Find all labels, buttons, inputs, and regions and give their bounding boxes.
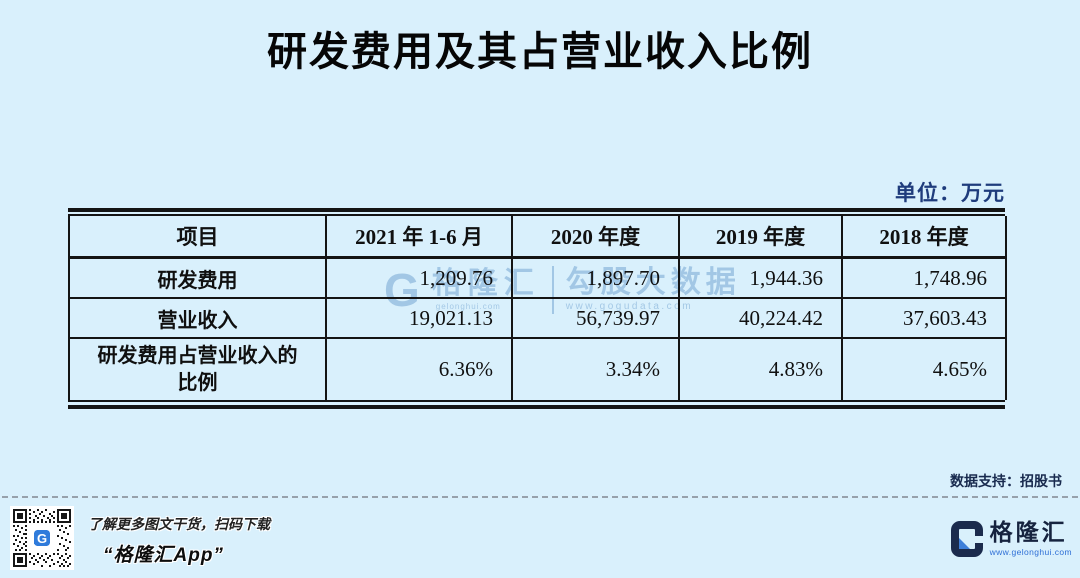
table-row-ratio: 研发费用占营业收入的比例 6.36% 3.34% 4.83% 4.65% (69, 338, 1007, 400)
footer-brand-url: www.gelonghui.com (989, 547, 1072, 557)
row-label: 营业收入 (69, 298, 327, 339)
col-header-2020: 2020 年度 (512, 216, 680, 259)
cell-value: 37,603.43 (842, 298, 1007, 339)
row-label-text: 研发费用占营业收入的比例 (97, 344, 298, 394)
rd-expense-table: 项目 2021 年 1-6 月 2020 年度 2019 年度 2018 年度 … (68, 208, 1007, 409)
cell-value: 6.36% (326, 338, 513, 400)
qr-center-logo-icon (34, 530, 50, 546)
gelonghui-footer-logo: 格隆汇 www.gelonghui.com (950, 521, 1072, 557)
col-header-item: 项目 (69, 216, 327, 259)
svg-text:G: G (37, 531, 47, 546)
cell-value: 40,224.42 (679, 298, 843, 339)
header-row: 项目 2021 年 1-6 月 2020 年度 2019 年度 2018 年度 (69, 216, 1007, 259)
cell-value: 4.83% (679, 338, 843, 400)
footer-brand-text-block: 格隆汇 www.gelonghui.com (990, 521, 1072, 557)
cell-value: 56,739.97 (512, 298, 680, 339)
table-row-rd-expense: 研发费用 1,209.76 1,897.70 1,944.36 1,748.96 (69, 257, 1007, 299)
page-title: 研发费用及其占营业收入比例 (267, 30, 813, 74)
data-table: 项目 2021 年 1-6 月 2020 年度 2019 年度 2018 年度 … (68, 216, 1007, 400)
footer-divider (2, 496, 1078, 498)
qr-code-pattern: G (13, 509, 71, 567)
logo-triangle-icon (958, 538, 970, 549)
footer-brand-name: 格隆汇 (989, 519, 1068, 545)
gelonghui-g-icon (950, 521, 983, 557)
cell-value: 1,944.36 (679, 257, 843, 299)
table-top-rule-thick (68, 208, 1005, 212)
col-header-2018: 2018 年度 (842, 216, 1007, 259)
table-bottom-rule-thin (68, 400, 1005, 402)
qr-code: G (10, 506, 74, 570)
cell-value: 1,209.76 (326, 257, 513, 299)
data-source-note: 数据支持：招股书 (950, 473, 1062, 489)
footer-promo-line2: “格隆汇App” (103, 545, 224, 566)
row-label: 研发费用 (69, 257, 327, 299)
cell-value: 4.65% (842, 338, 1007, 400)
cell-value: 19,021.13 (326, 298, 513, 339)
unit-label: 单位：万元 (895, 181, 1005, 205)
col-header-2019: 2019 年度 (679, 216, 843, 259)
table-row-revenue: 营业收入 19,021.13 56,739.97 40,224.42 37,60… (69, 298, 1007, 339)
table-top-rule-thin (68, 214, 1005, 216)
footer-promo-line1: 了解更多图文干货，扫码下载 (88, 516, 270, 532)
col-header-2021h1: 2021 年 1-6 月 (326, 216, 513, 259)
row-label: 研发费用占营业收入的比例 (69, 338, 327, 400)
cell-value: 1,748.96 (842, 257, 1007, 299)
cell-value: 1,897.70 (512, 257, 680, 299)
table-bottom-rule-thick (68, 405, 1005, 409)
cell-value: 3.34% (512, 338, 680, 400)
